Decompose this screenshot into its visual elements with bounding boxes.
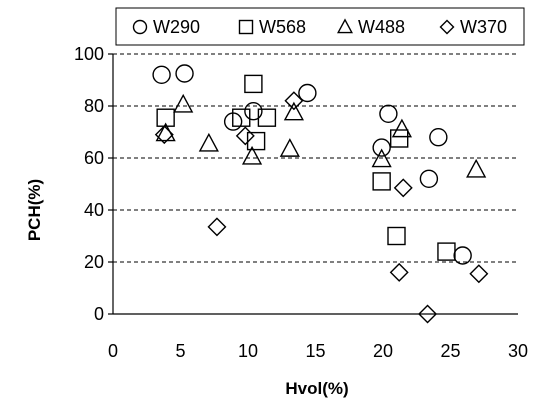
data-point-w370: [284, 91, 304, 111]
axes: [108, 53, 518, 315]
y-tick-label: 80: [84, 96, 104, 116]
x-tick-label: 25: [440, 341, 460, 361]
data-point-w568: [257, 108, 277, 127]
data-point-w488: [198, 132, 219, 152]
data-point-w568: [387, 226, 406, 246]
data-point-w370: [154, 125, 174, 145]
legend-label-w568: W568: [259, 17, 306, 37]
tick-labels: 0 20 40 60 80 100 0 5 10 15 20 25 30: [74, 44, 528, 361]
data-point-w488: [279, 138, 300, 157]
data-point-w568: [372, 172, 391, 191]
y-tick-label: 40: [84, 200, 104, 220]
x-axis-title: Hvol(%): [285, 379, 348, 398]
legend-marker-w488: [337, 18, 353, 34]
data-point-w290: [429, 127, 448, 147]
legend-marker-w568: [238, 19, 254, 35]
data-point-w290: [379, 104, 398, 124]
data-point-w290: [298, 83, 317, 103]
data-point-w370: [207, 217, 227, 237]
data-point-w488: [173, 93, 194, 113]
x-tick-label: 10: [238, 341, 258, 361]
legend-label-w488: W488: [358, 17, 405, 37]
data-point-w488: [391, 118, 412, 138]
data-point-w290: [419, 169, 439, 189]
data-point-w370: [389, 262, 409, 282]
data-point-w370: [418, 304, 438, 324]
legend-box: [115, 7, 525, 46]
x-tick-label: 30: [508, 341, 528, 361]
data-point-w290: [152, 65, 171, 85]
x-tick-label: 0: [108, 341, 118, 361]
data-point-w370: [393, 178, 413, 198]
x-tick-label: 15: [305, 341, 325, 361]
data-point-w370: [469, 264, 489, 284]
data-point-w370: [235, 126, 255, 146]
data-points: [152, 64, 489, 324]
y-tick-label: 0: [94, 304, 104, 324]
data-point-w290: [372, 138, 391, 157]
legend-marker-w290: [132, 19, 148, 35]
data-point-w568: [390, 129, 409, 148]
data-point-w568: [246, 131, 266, 151]
data-point-w488: [371, 148, 392, 168]
legend-marker-w370: [439, 19, 455, 35]
data-point-w568: [232, 108, 251, 127]
data-point-w488: [283, 101, 304, 121]
legend-label-w290: W290: [153, 17, 200, 37]
data-point-w290: [453, 246, 472, 265]
legend: W290 W568 W488 W370: [115, 7, 525, 46]
y-tick-label: 60: [84, 148, 104, 168]
data-point-w290: [175, 64, 194, 83]
legend-label-w370: W370: [460, 17, 507, 37]
data-point-w488: [241, 145, 263, 165]
x-tick-label: 20: [373, 341, 393, 361]
data-point-w568: [437, 242, 456, 261]
data-point-w568: [244, 74, 263, 94]
y-tick-label: 100: [74, 44, 104, 64]
data-point-w290: [244, 101, 263, 121]
data-point-w568: [156, 108, 175, 127]
y-tick-label: 20: [84, 252, 104, 272]
x-tick-label: 5: [175, 341, 185, 361]
y-axis-title: PCH(%): [25, 179, 44, 241]
gridlines: [113, 53, 518, 263]
data-point-w488: [466, 158, 487, 178]
